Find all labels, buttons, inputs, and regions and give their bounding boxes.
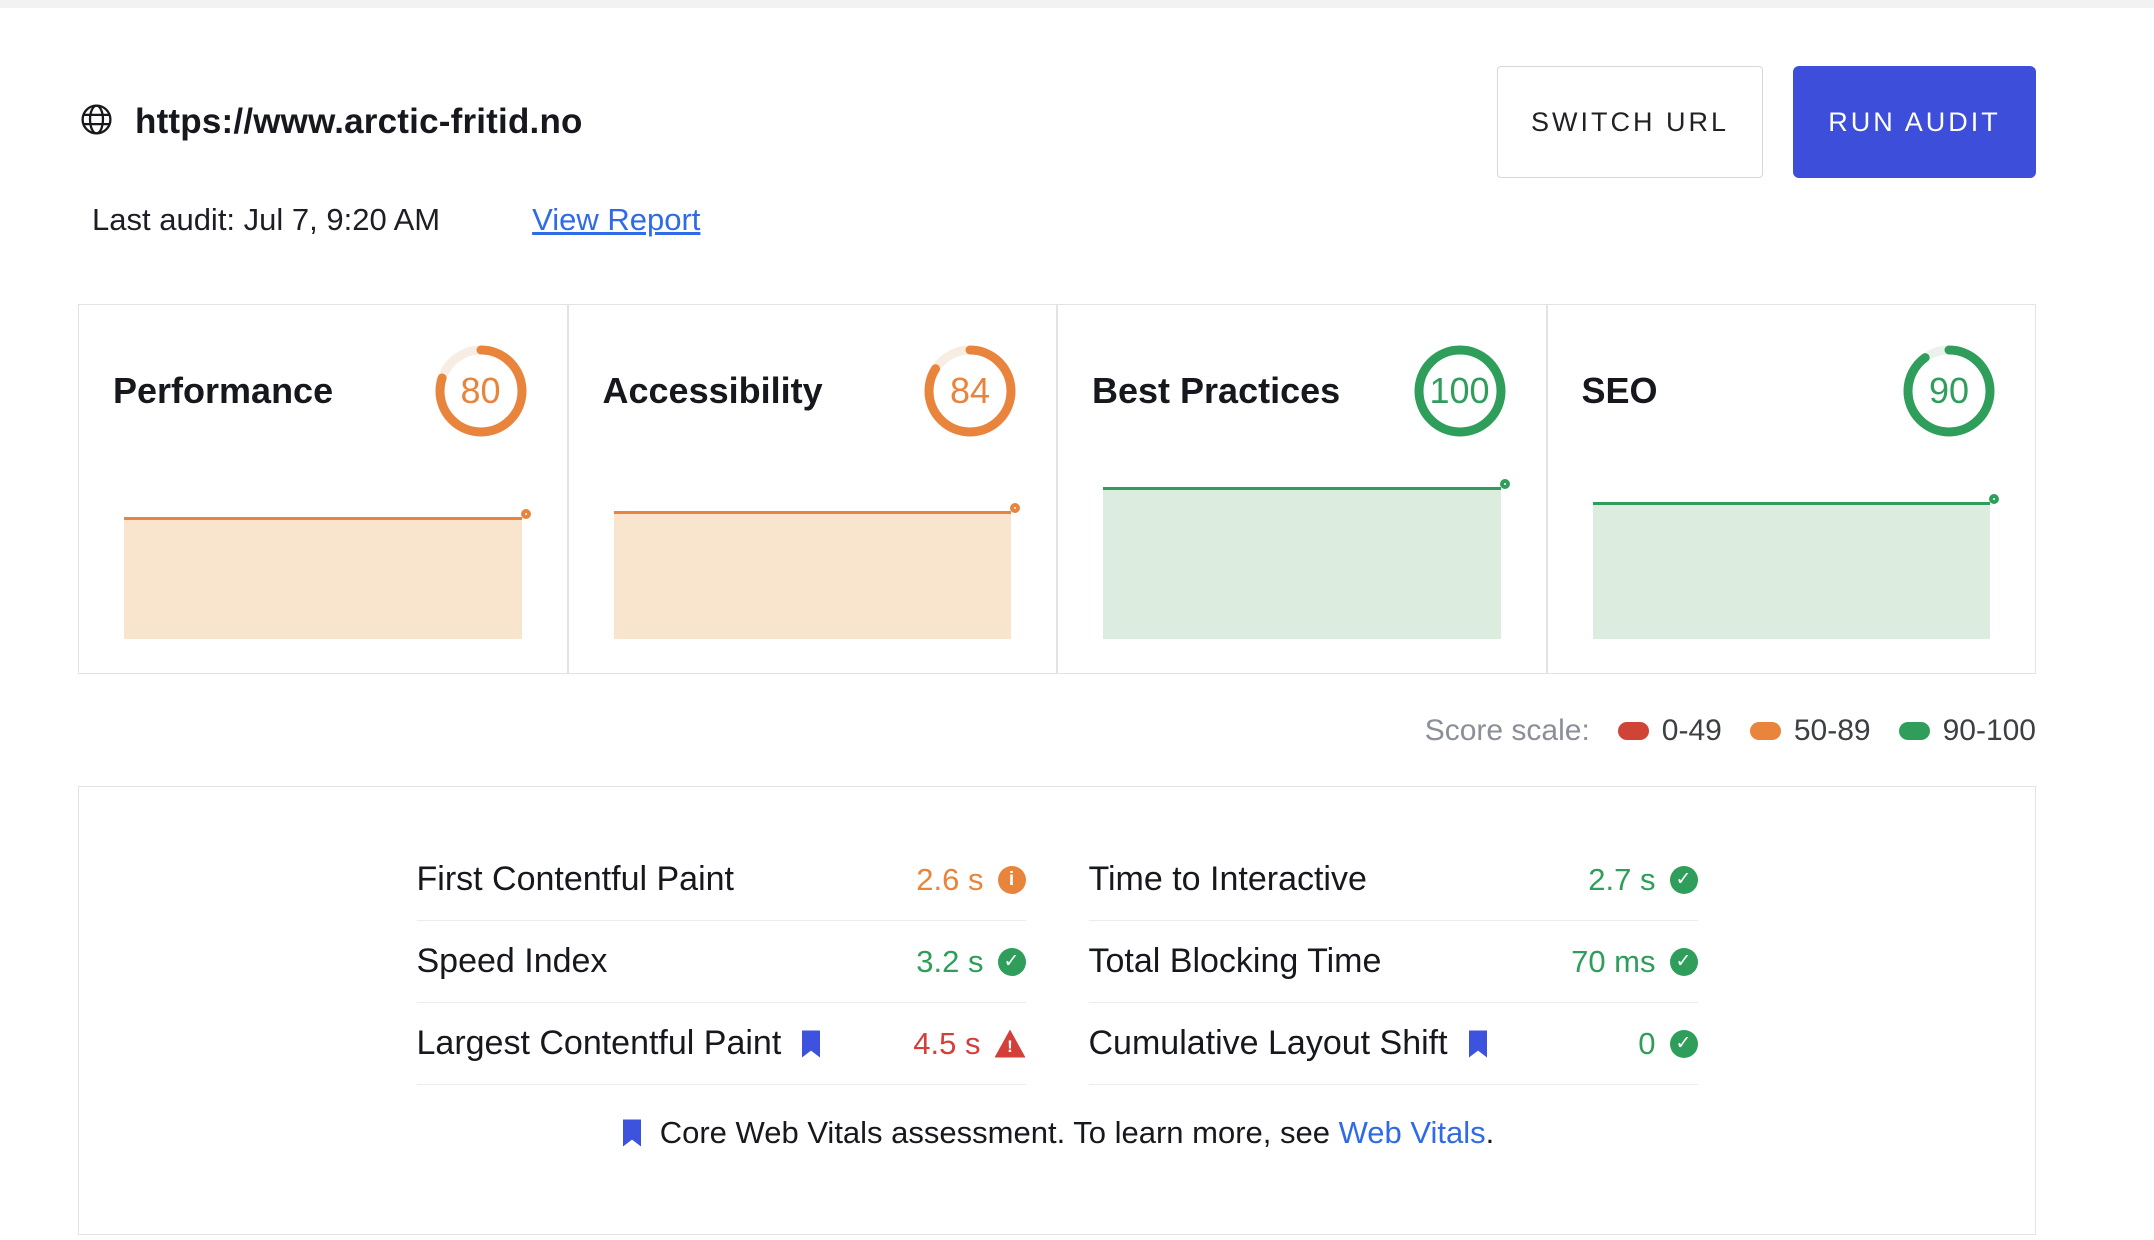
check-circle-icon: ✓: [1669, 1029, 1698, 1058]
metrics-column-right: Time to Interactive 2.7 s ✓ Total Blocki…: [1088, 839, 1698, 1085]
metric-label: Speed Index: [416, 942, 608, 980]
score-range-label: 50-89: [1793, 714, 1871, 747]
info-circle-icon: i: [997, 865, 1026, 894]
metric-row-largest-contentful-paint: Largest Contentful Paint 4.5 s !: [416, 1003, 1026, 1085]
check-circle-icon: ✓: [997, 947, 1026, 976]
score-gauge: 100: [1412, 343, 1508, 439]
metric-row-cumulative-layout-shift: Cumulative Layout Shift 0 ✓: [1088, 1003, 1698, 1085]
check-circle-icon: ✓: [1669, 865, 1698, 894]
score-trend-sparkline: [1103, 479, 1510, 639]
metrics-card: First Contentful Paint 2.6 s i Speed Ind…: [78, 786, 2036, 1235]
bookmark-icon: [1468, 1030, 1487, 1057]
sparkline-endpoint-dot: [1010, 503, 1020, 514]
score-range-swatch-orange: [1749, 722, 1781, 740]
score-scale-legend: Score scale: 0-49 50-89 90-100: [0, 710, 2036, 752]
score-trend-sparkline: [613, 479, 1020, 639]
legend-item-good: 90-100: [1898, 714, 2036, 748]
run-audit-button[interactable]: RUN AUDIT: [1793, 66, 2036, 178]
score-value: 100: [1429, 370, 1490, 411]
audited-url: https://www.arctic-fritid.no: [135, 102, 583, 141]
score-range-swatch-green: [1898, 722, 1930, 740]
top-strip: [0, 0, 2154, 8]
score-card-seo: SEO 90: [1547, 305, 2035, 673]
metric-label: First Contentful Paint: [416, 860, 734, 898]
score-gauge: 84: [922, 343, 1018, 439]
sparkline-endpoint-dot: [520, 509, 531, 520]
audited-url-group: https://www.arctic-fritid.no: [78, 101, 583, 143]
core-web-vitals-text: Core Web Vitals assessment. To learn mor…: [659, 1115, 1339, 1150]
score-range-swatch-red: [1617, 722, 1649, 740]
metric-label: Total Blocking Time: [1088, 942, 1382, 980]
score-card-title: Accessibility: [602, 370, 823, 411]
topbar: https://www.arctic-fritid.no SWITCH URL …: [78, 66, 2036, 178]
web-vitals-link[interactable]: Web Vitals: [1338, 1115, 1486, 1150]
topbar-actions: SWITCH URL RUN AUDIT: [1497, 66, 2036, 178]
score-card-performance: Performance 80: [79, 305, 567, 673]
check-circle-icon: ✓: [1669, 947, 1698, 976]
metric-value: 4.5 s: [913, 1025, 981, 1061]
globe-icon: [78, 101, 115, 143]
last-audit-bar: Last audit: Jul 7, 9:20 AM View Report: [92, 202, 2154, 238]
legend-item-fail: 0-49: [1617, 714, 1722, 748]
metric-value: 0: [1638, 1025, 1656, 1061]
core-web-vitals-suffix: .: [1485, 1115, 1495, 1150]
score-cards-row: Performance 80 Accessibility: [78, 304, 2036, 674]
score-range-label: 90-100: [1942, 714, 2036, 747]
score-card-title: SEO: [1581, 370, 1658, 411]
metric-row-first-contentful-paint: First Contentful Paint 2.6 s i: [416, 839, 1026, 921]
score-card-accessibility: Accessibility 84: [568, 305, 1056, 673]
metric-value: 70 ms: [1571, 943, 1656, 979]
last-audit-text: Last audit: Jul 7, 9:20 AM: [92, 202, 441, 237]
sparkline-endpoint-dot: [1989, 494, 1999, 505]
score-card-title: Performance: [113, 370, 334, 411]
view-report-link[interactable]: View Report: [532, 202, 701, 237]
core-web-vitals-note: Core Web Vitals assessment. To learn mor…: [79, 1115, 2035, 1151]
metric-row-speed-index: Speed Index 3.2 s ✓: [416, 921, 1026, 1003]
metrics-column-left: First Contentful Paint 2.6 s i Speed Ind…: [416, 839, 1026, 1085]
switch-url-button[interactable]: SWITCH URL: [1497, 66, 1763, 178]
score-gauge: 90: [1901, 343, 1997, 439]
sparkline-endpoint-dot: [1499, 479, 1510, 489]
score-trend-sparkline: [124, 479, 531, 639]
score-gauge: 80: [433, 343, 529, 439]
metric-row-total-blocking-time: Total Blocking Time 70 ms ✓: [1088, 921, 1698, 1003]
score-value: 90: [1928, 370, 1970, 411]
legend-item-average: 50-89: [1749, 714, 1871, 748]
metric-value: 2.6 s: [916, 861, 984, 897]
metric-label: Largest Contentful Paint: [416, 1024, 782, 1062]
metric-value: 3.2 s: [916, 943, 984, 979]
score-card-best-practices: Best Practices 100: [1058, 305, 1546, 673]
metric-label: Cumulative Layout Shift: [1088, 1024, 1448, 1062]
metric-row-time-to-interactive: Time to Interactive 2.7 s ✓: [1088, 839, 1698, 921]
score-range-label: 0-49: [1661, 714, 1722, 747]
bookmark-icon: [622, 1119, 641, 1147]
score-card-title: Best Practices: [1092, 370, 1341, 411]
metric-value: 2.7 s: [1588, 861, 1656, 897]
metric-label: Time to Interactive: [1088, 860, 1367, 898]
score-value: 80: [460, 370, 501, 411]
warning-triangle-icon: !: [994, 1029, 1026, 1058]
score-trend-sparkline: [1592, 479, 1999, 639]
score-scale-label: Score scale:: [1424, 714, 1590, 747]
score-value: 84: [949, 370, 991, 411]
bookmark-icon: [802, 1030, 821, 1057]
